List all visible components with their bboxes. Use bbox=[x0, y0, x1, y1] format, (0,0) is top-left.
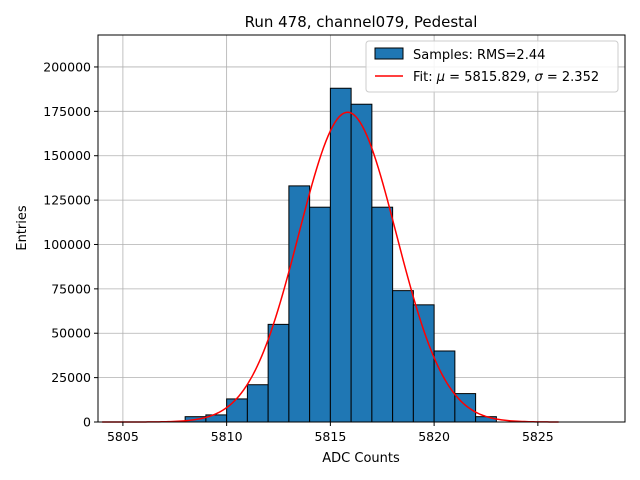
x-axis-ticks: 5805 5810 5815 5820 5825 bbox=[107, 422, 554, 444]
y-axis-label: Entries bbox=[15, 205, 30, 251]
x-tick-label: 5805 bbox=[107, 429, 139, 444]
histogram-bar bbox=[475, 416, 497, 423]
legend-fit-prefix: Fit: bbox=[413, 70, 437, 85]
y-tick-label: 25000 bbox=[51, 370, 91, 385]
y-tick-label: 200000 bbox=[43, 59, 91, 74]
legend-fit-sigma-symbol: σ bbox=[535, 70, 544, 85]
legend-fit-sigma-value: = 2.352 bbox=[543, 70, 599, 85]
histogram-bar bbox=[288, 185, 311, 423]
y-tick-label: 100000 bbox=[43, 237, 91, 252]
histogram-bar bbox=[267, 323, 290, 423]
y-axis-ticks: 0 25000 50000 75000 100000 125000 150000 175000… bbox=[43, 59, 98, 430]
y-tick-label: 75000 bbox=[51, 281, 91, 296]
histogram-bar bbox=[392, 290, 414, 423]
histogram-bar bbox=[309, 206, 331, 423]
legend-fit-mu-value: = 5815.829, bbox=[445, 70, 534, 85]
x-tick-label: 5810 bbox=[211, 429, 243, 444]
gaussian-fit-line bbox=[102, 111, 559, 423]
histogram-bar bbox=[350, 103, 373, 423]
plot-frame bbox=[97, 34, 626, 423]
legend-samples-swatch bbox=[374, 47, 404, 60]
chart-title: Run 478, channel079, Pedestal bbox=[245, 13, 478, 31]
histogram-bar bbox=[412, 304, 435, 423]
legend-fit-mu-symbol: μ bbox=[436, 70, 445, 85]
legend: Samples: RMS=2.44 Fit: μ = 5815.829, σ =… bbox=[365, 40, 619, 93]
y-tick-label: 50000 bbox=[51, 326, 91, 341]
y-tick-label: 175000 bbox=[43, 104, 91, 119]
y-tick-label: 0 bbox=[83, 415, 91, 430]
y-tick-label: 150000 bbox=[43, 148, 91, 163]
legend-samples-label: Samples: RMS=2.44 bbox=[413, 48, 545, 63]
y-tick-label: 125000 bbox=[43, 193, 91, 208]
histogram-bar bbox=[433, 350, 456, 423]
histogram-bar bbox=[371, 206, 394, 423]
x-tick-label: 5825 bbox=[522, 429, 554, 444]
histogram-bar bbox=[226, 398, 248, 423]
x-tick-label: 5815 bbox=[314, 429, 346, 444]
x-tick-label: 5820 bbox=[418, 429, 450, 444]
histogram-bar bbox=[246, 384, 269, 423]
legend-fit-label: Fit: μ = 5815.829, σ = 2.352 bbox=[413, 70, 599, 85]
histogram-bar bbox=[329, 87, 352, 423]
legend-box bbox=[365, 40, 619, 93]
x-axis-label: ADC Counts bbox=[322, 451, 400, 466]
